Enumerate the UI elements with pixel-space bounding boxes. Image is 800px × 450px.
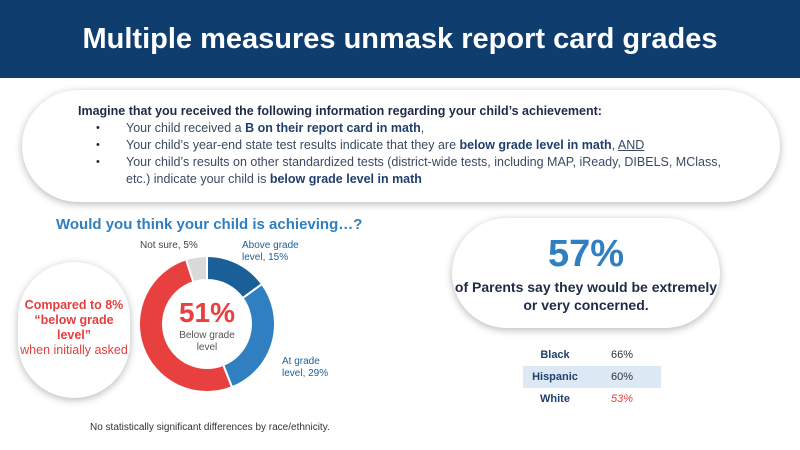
header-bar: Multiple measures unmask report card gra… <box>0 0 800 78</box>
slice-not-sure <box>184 254 208 284</box>
donut-center-value: 51% <box>179 297 235 328</box>
race-row-black: Black 66% <box>523 344 661 366</box>
scenario-intro: Imagine that you received the following … <box>78 104 602 118</box>
page-title: Multiple measures unmask report card gra… <box>82 22 718 55</box>
slice-label: At grade level, 29% <box>282 356 328 379</box>
race-label: Black <box>540 349 570 361</box>
stat-value: 57% <box>547 233 625 275</box>
scenario-box: Imagine that you received the following … <box>22 90 780 202</box>
scenario-item-text: Your child’s results on other standardiz… <box>126 155 721 186</box>
race-row-white: White 53% <box>523 388 661 410</box>
slice-label: Not sure, 5% <box>140 240 198 251</box>
slice-below-grade-level <box>138 258 234 393</box>
scenario-item-bold: B on their report card in math <box>245 121 421 135</box>
race-table: Black 66% Hispanic 60% White 53% <box>523 344 661 410</box>
bullet-icon: • <box>96 139 100 151</box>
question-heading: Would you think your child is achieving…… <box>56 216 363 233</box>
footnote: No statistically significant differences… <box>90 422 330 433</box>
scenario-item-bold: below grade level in math <box>269 172 422 186</box>
race-label: Hispanic <box>532 371 578 383</box>
slice-label: Above grade level, 15% <box>242 240 299 263</box>
bullet-icon: • <box>96 122 100 134</box>
donut-chart: Above grade level, 15% At grade level, 29% N… <box>138 240 328 393</box>
scenario-item-text: Your child’s year-end state test results… <box>126 138 460 152</box>
stat-text: of Parents say they would be extremely o… <box>454 279 718 313</box>
scenario-item: • Your child received a B on their repor… <box>96 120 740 137</box>
stat-card: 57% of Parents say they would be extreme… <box>452 218 720 328</box>
scenario-list: • Your child received a B on their repor… <box>78 120 740 188</box>
scenario-item: • Your child’s results on other standard… <box>96 154 740 188</box>
compare-callout: Compared to 8% “below grade level” when … <box>18 262 130 398</box>
bullet-icon: • <box>96 156 100 168</box>
race-value: 66% <box>611 349 634 361</box>
scenario-item-post: , <box>420 121 425 135</box>
compare-line2: when initially asked <box>20 343 128 357</box>
scenario-item-bold: below grade level in math <box>459 138 612 152</box>
donut-center-label: Below grade level <box>179 330 235 353</box>
race-label: White <box>540 393 570 405</box>
race-row-hispanic: Hispanic 60% <box>523 366 661 388</box>
scenario-item: • Your child’s year-end state test resul… <box>96 137 740 154</box>
compare-line1: Compared to 8% “below grade level” <box>24 298 124 342</box>
scenario-item-text: Your child received a <box>126 121 246 135</box>
scenario-item-post: , <box>611 138 618 152</box>
race-value: 60% <box>611 371 634 383</box>
race-value: 53% <box>611 393 634 405</box>
scenario-item-underline: AND <box>617 138 645 152</box>
